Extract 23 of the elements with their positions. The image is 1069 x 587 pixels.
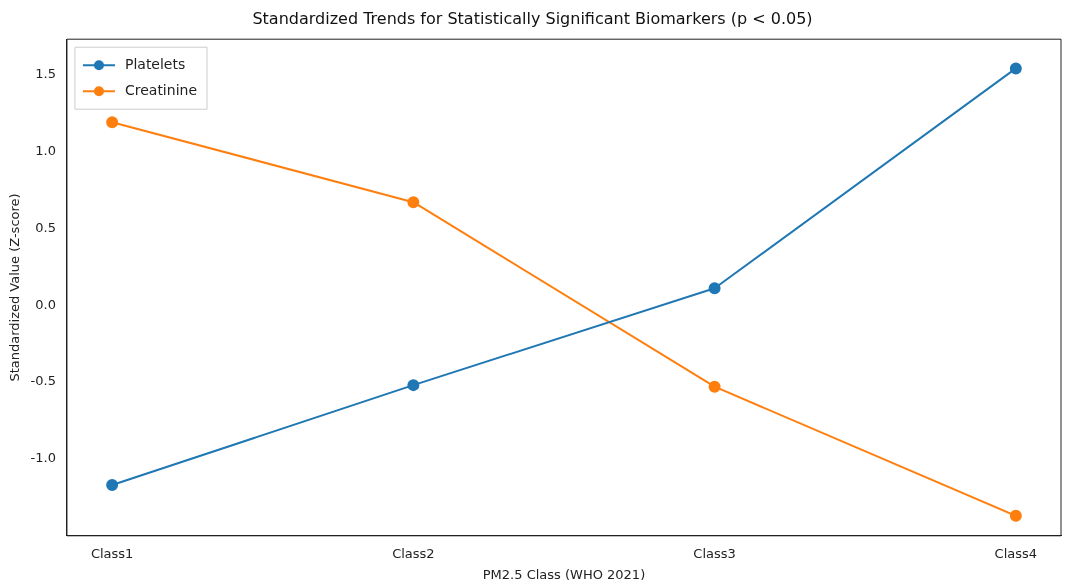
- point: [106, 116, 119, 129]
- y-tick-label: 0.0: [35, 296, 56, 312]
- y-tick-label: 0.5: [35, 219, 56, 235]
- x-axis-title: PM2.5 Class (WHO 2021): [482, 566, 646, 582]
- y-axis-title: Standardized Value (Z-score): [7, 193, 23, 382]
- legend-label: Platelets: [124, 55, 186, 72]
- y-tick-label: 1.5: [35, 65, 56, 81]
- point: [407, 196, 420, 209]
- chart-title: Standardized Trends for Statistically Significant Biomarkers (p < 0.05): [252, 8, 813, 28]
- point: [1009, 62, 1022, 75]
- point: [1009, 509, 1022, 522]
- y-tick-label: 1.0: [35, 142, 56, 158]
- x-tick-label: Class3: [693, 545, 736, 561]
- x-tick-label: Class1: [90, 545, 134, 561]
- point: [106, 479, 119, 492]
- x-tick-label: Class4: [994, 545, 1038, 561]
- x-tick-label: Class2: [392, 545, 435, 561]
- legend-label: Creatinine: [124, 81, 198, 98]
- point: [407, 379, 420, 392]
- point: [708, 380, 721, 393]
- y-tick-label: -1.0: [30, 450, 56, 466]
- point: [708, 282, 721, 295]
- y-tick-label: -0.5: [30, 373, 56, 389]
